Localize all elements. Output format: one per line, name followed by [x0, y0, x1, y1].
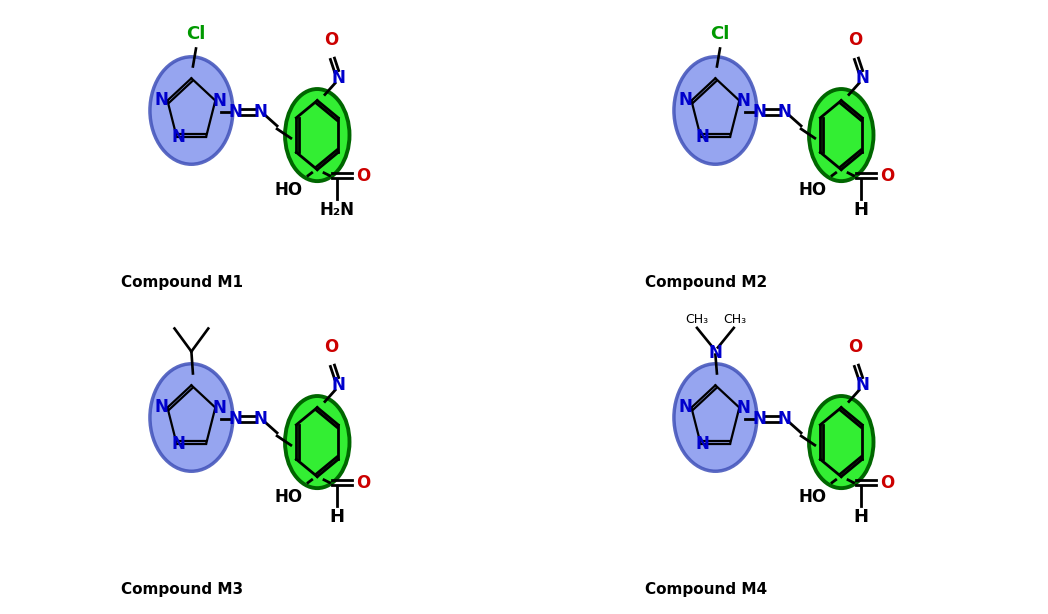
Text: N: N	[752, 103, 766, 121]
Text: Cl: Cl	[711, 25, 729, 43]
Text: N: N	[737, 399, 750, 417]
Ellipse shape	[150, 363, 233, 472]
Text: N: N	[171, 128, 185, 146]
Text: H: H	[854, 201, 869, 219]
Text: HO: HO	[275, 181, 303, 199]
Text: Cl: Cl	[187, 25, 205, 43]
Text: N: N	[155, 398, 169, 416]
Text: H: H	[330, 508, 345, 526]
Text: HO: HO	[799, 181, 827, 199]
Text: N: N	[228, 103, 242, 121]
Text: N: N	[171, 435, 185, 453]
Text: N: N	[213, 399, 226, 417]
Text: Compound M4: Compound M4	[645, 582, 767, 597]
Text: N: N	[228, 410, 242, 428]
Text: O: O	[324, 31, 339, 49]
Text: N: N	[254, 410, 267, 428]
Text: N: N	[856, 376, 870, 394]
Ellipse shape	[150, 56, 233, 164]
Text: HO: HO	[275, 488, 303, 506]
Text: N: N	[695, 435, 709, 453]
Text: HO: HO	[799, 488, 827, 506]
Text: O: O	[848, 338, 863, 356]
Text: N: N	[254, 103, 267, 121]
Text: H: H	[854, 508, 869, 526]
Text: CH₃: CH₃	[723, 313, 746, 326]
Text: N: N	[778, 410, 791, 428]
Text: N: N	[679, 91, 693, 109]
Ellipse shape	[285, 396, 349, 488]
Text: O: O	[880, 166, 895, 185]
Text: N: N	[679, 398, 693, 416]
Text: N: N	[737, 92, 750, 110]
Ellipse shape	[809, 396, 873, 488]
Text: N: N	[155, 91, 169, 109]
Text: O: O	[356, 166, 371, 185]
Text: N: N	[856, 69, 870, 87]
Text: O: O	[880, 473, 895, 492]
Text: Compound M2: Compound M2	[645, 275, 767, 290]
Text: N: N	[752, 410, 766, 428]
Ellipse shape	[809, 89, 873, 181]
Text: Compound M1: Compound M1	[121, 275, 243, 290]
Text: O: O	[324, 338, 339, 356]
Text: Compound M3: Compound M3	[121, 582, 243, 597]
Text: N: N	[708, 344, 722, 362]
Text: N: N	[332, 69, 346, 87]
Text: O: O	[848, 31, 863, 49]
Text: N: N	[213, 92, 226, 110]
Ellipse shape	[674, 56, 757, 164]
Text: N: N	[332, 376, 346, 394]
Text: CH₃: CH₃	[684, 313, 707, 326]
Text: H₂N: H₂N	[320, 201, 354, 219]
Ellipse shape	[674, 363, 757, 472]
Text: N: N	[695, 128, 709, 146]
Text: O: O	[356, 473, 371, 492]
Text: N: N	[778, 103, 791, 121]
Ellipse shape	[285, 89, 349, 181]
